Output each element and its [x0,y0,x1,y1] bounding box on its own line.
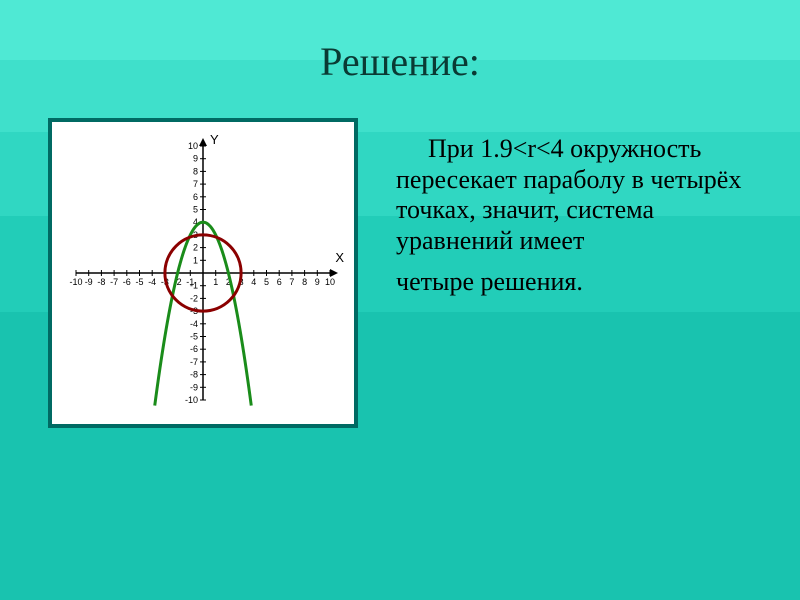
svg-text:7: 7 [289,277,294,287]
svg-text:-6: -6 [123,277,131,287]
solution-text: При 1.9<r<4 окружность пересекает парабо… [396,134,756,307]
svg-text:10: 10 [188,141,198,151]
y-axis-label: Y [210,132,219,147]
svg-text:-7: -7 [110,277,118,287]
svg-text:2: 2 [193,243,198,253]
svg-text:-5: -5 [135,277,143,287]
svg-text:-5: -5 [190,332,198,342]
svg-text:-6: -6 [190,344,198,354]
svg-text:1: 1 [213,277,218,287]
svg-text:-10: -10 [69,277,82,287]
svg-text:9: 9 [315,277,320,287]
page-title: Решение: [0,38,800,85]
svg-text:-10: -10 [185,395,198,405]
svg-text:6: 6 [277,277,282,287]
svg-text:7: 7 [193,179,198,189]
plot-frame: -10-9-8-7-6-5-4-3-2-11234567891012345678… [48,118,358,428]
svg-text:5: 5 [193,205,198,215]
solution-paragraph-2: четыре решения. [396,267,756,298]
svg-text:9: 9 [193,154,198,164]
svg-text:-9: -9 [85,277,93,287]
svg-text:5: 5 [264,277,269,287]
svg-text:-8: -8 [97,277,105,287]
svg-text:-4: -4 [190,319,198,329]
svg-text:10: 10 [325,277,335,287]
svg-text:-4: -4 [148,277,156,287]
svg-text:-7: -7 [190,357,198,367]
plot: -10-9-8-7-6-5-4-3-2-11234567891012345678… [62,132,344,414]
svg-text:8: 8 [193,166,198,176]
plot-svg: -10-9-8-7-6-5-4-3-2-11234567891012345678… [62,132,344,414]
svg-text:-2: -2 [190,293,198,303]
svg-text:-9: -9 [190,382,198,392]
svg-text:-1: -1 [190,281,198,291]
svg-text:1: 1 [193,255,198,265]
x-axis-label: X [335,250,344,265]
svg-text:-8: -8 [190,370,198,380]
svg-text:6: 6 [193,192,198,202]
svg-text:4: 4 [251,277,256,287]
solution-paragraph-1: При 1.9<r<4 окружность пересекает парабо… [396,134,756,257]
svg-text:8: 8 [302,277,307,287]
